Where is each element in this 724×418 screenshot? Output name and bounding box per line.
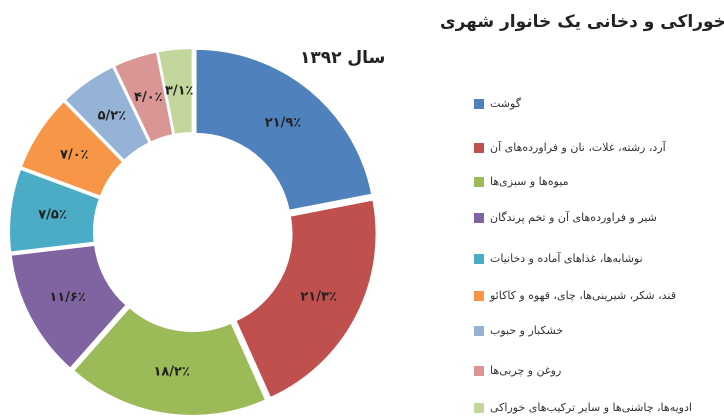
legend-label: شیر و فراورده‌های آن و تخم پرندگان bbox=[490, 210, 657, 224]
legend-swatch bbox=[474, 366, 484, 376]
data-label: ۴/۰٪ bbox=[134, 90, 163, 105]
donut-slice bbox=[194, 47, 374, 212]
donut-slice bbox=[8, 167, 102, 254]
chart-title: ترکیب انواع هزینه‌های خوراکی و دخانی یک … bbox=[440, 12, 724, 32]
legend-swatch bbox=[474, 143, 484, 153]
legend-swatch bbox=[474, 326, 484, 336]
data-label: ۵/۲٪ bbox=[98, 109, 127, 124]
legend-label: آرد، رشته، غلات، نان و فراورده‌های آن bbox=[490, 140, 667, 154]
data-label: ۱۸/۲٪ bbox=[153, 364, 190, 379]
donut-slice bbox=[71, 305, 268, 417]
legend-swatch bbox=[474, 99, 484, 109]
data-label: ۷/۰٪ bbox=[60, 147, 89, 162]
legend-label: قند، شکر، شیرینی‌ها، چای، قهوه و کاکائو bbox=[489, 289, 676, 302]
chart-subtitle: سال ۱۳۹۲ bbox=[300, 48, 385, 68]
data-label: ۱۱/۶٪ bbox=[49, 290, 86, 305]
legend-label: روغن و چربی‌ها bbox=[490, 364, 561, 377]
legend-label: نوشابه‌ها، غذاهای آماده و دخانیات bbox=[490, 251, 643, 265]
donut-slice bbox=[156, 47, 194, 136]
legend-swatch bbox=[474, 403, 484, 413]
legend-label: خشکبار و حبوب bbox=[490, 324, 563, 337]
legend-swatch bbox=[474, 177, 484, 187]
data-label: ۲۱/۳٪ bbox=[300, 290, 337, 305]
data-label: ۲۱/۹٪ bbox=[265, 115, 302, 130]
donut-slice bbox=[19, 99, 125, 199]
legend-swatch bbox=[474, 254, 484, 264]
legend-swatch bbox=[474, 213, 484, 223]
donut-slice bbox=[9, 243, 128, 371]
legend-label: میوه‌ها و سبزی‌ها bbox=[490, 175, 569, 188]
legend-swatch bbox=[474, 291, 484, 301]
legend-label: ادویه‌ها، چاشنی‌ها و سایر ترکیب‌های خورا… bbox=[490, 401, 692, 414]
data-label: ۳/۱٪ bbox=[165, 84, 194, 99]
data-label: ۷/۵٪ bbox=[38, 208, 67, 223]
legend-label: گوشت bbox=[490, 97, 522, 110]
donut-slice bbox=[63, 65, 151, 163]
donut-slice bbox=[234, 198, 378, 400]
